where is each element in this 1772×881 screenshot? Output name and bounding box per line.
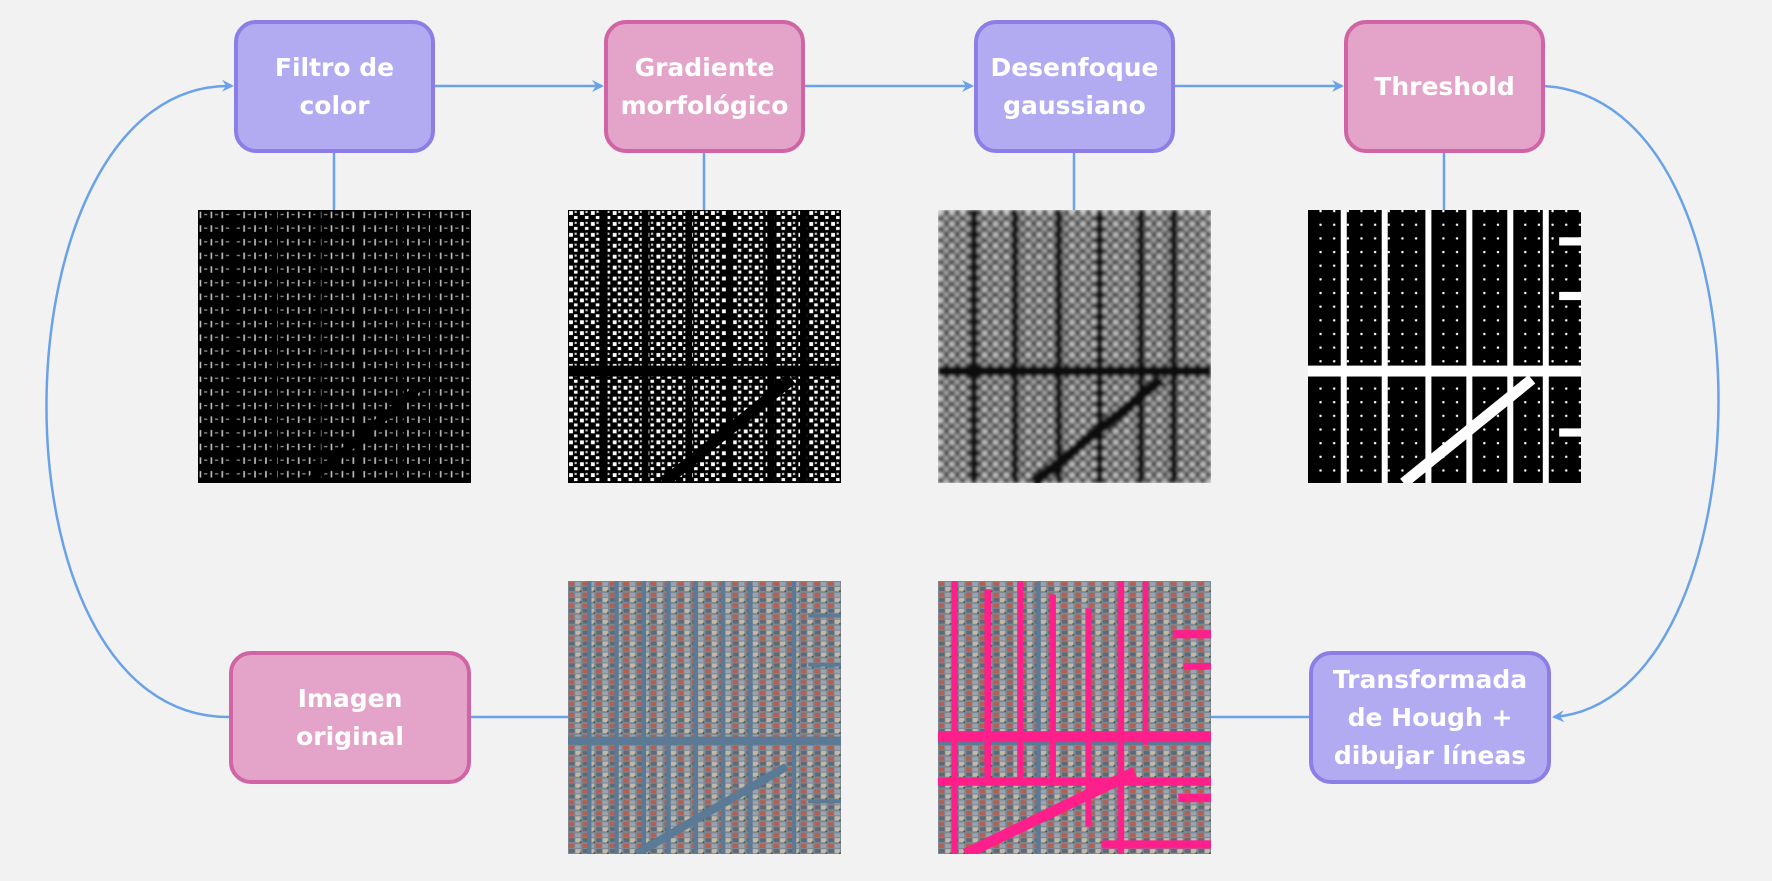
node-morphological-gradient: Gradiente morfológico xyxy=(604,20,805,153)
thumb-threshold xyxy=(1308,210,1581,483)
node-morphological-gradient-label: Gradiente morfológico xyxy=(620,52,789,120)
node-original-image-label: Imagen original xyxy=(296,683,404,751)
node-hough-transform: Transformada de Hough + dibujar líneas xyxy=(1309,651,1551,784)
node-original-image: Imagen original xyxy=(229,651,471,784)
node-color-filter: Filtro de color xyxy=(234,20,435,153)
arrow-original-to-filter xyxy=(45,79,234,719)
thumb-morphological-gradient xyxy=(568,210,841,483)
thumb-hough-result xyxy=(938,581,1211,854)
arrow-threshold-to-hough xyxy=(1543,84,1720,723)
node-threshold-label: Threshold xyxy=(1374,71,1515,101)
thumb-color-filter xyxy=(198,210,471,483)
node-threshold: Threshold xyxy=(1344,20,1545,153)
node-gaussian-blur-label: Desenfoque gaussiano xyxy=(990,52,1159,120)
node-gaussian-blur: Desenfoque gaussiano xyxy=(974,20,1175,153)
node-color-filter-label: Filtro de color xyxy=(274,52,395,120)
thumb-gaussian-blur xyxy=(938,210,1211,483)
node-hough-transform-label: Transformada de Hough + dibujar líneas xyxy=(1332,664,1528,770)
thumb-original-image xyxy=(568,581,841,854)
